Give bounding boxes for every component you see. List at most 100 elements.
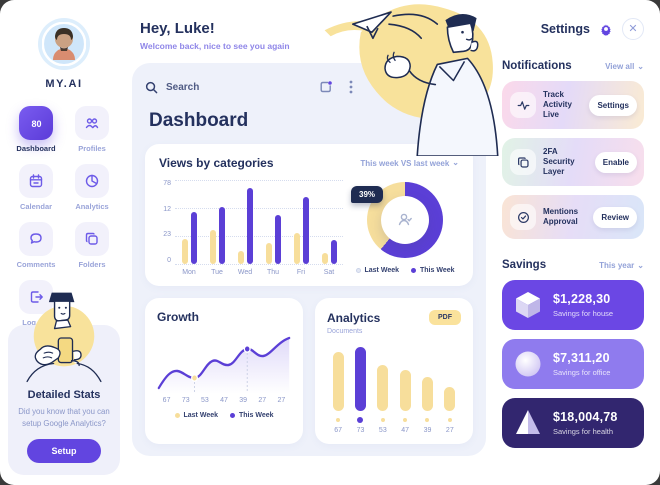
notification-settings-button[interactable]: Settings — [589, 94, 637, 116]
savings-title: Savings — [502, 259, 547, 271]
y-tick: 23 — [163, 231, 171, 239]
legend-label: Last Week — [183, 412, 219, 419]
analytics-bar — [421, 377, 433, 411]
detailed-stats-card: Detailed Stats Did you know that you can… — [8, 292, 120, 475]
views-bar-last-week — [237, 250, 244, 264]
main-content: Hey, Luke! Welcome back, nice to see you… — [128, 0, 499, 485]
cube-icon — [516, 292, 540, 318]
notifications-header: Notifications View all ⌄ — [502, 60, 644, 72]
views-bar-this-week — [330, 240, 337, 264]
analytics-dots — [327, 417, 461, 423]
x-tick: 39 — [239, 397, 248, 404]
kebab-menu-button[interactable] — [349, 80, 353, 94]
x-tick: 27 — [258, 397, 267, 404]
brand-logo: MY.AI — [45, 78, 83, 90]
x-tick: 47 — [220, 397, 228, 404]
x-tick: 39 — [423, 427, 432, 434]
y-tick: 12 — [163, 205, 171, 213]
dashboard-panel: Dashboard Views by categories This week … — [132, 63, 486, 456]
close-button[interactable]: ✕ — [622, 18, 644, 40]
settings-gear-button[interactable] — [599, 22, 613, 36]
x-tick: 53 — [200, 397, 209, 404]
analytics-card: Analytics PDF Documents 67 73 53 47 39 27 — [315, 298, 473, 444]
growth-marker-this-week — [243, 345, 251, 353]
analytics-dot — [403, 418, 408, 422]
greeting-block: Hey, Luke! Welcome back, nice to see you… — [132, 20, 486, 51]
avatar[interactable] — [38, 18, 90, 70]
x-tick: Tue — [211, 269, 223, 276]
x-tick: 53 — [378, 427, 387, 434]
views-by-categories-card: Views by categories This week VS last we… — [145, 144, 473, 286]
views-bar-last-week — [321, 253, 328, 264]
gridline — [175, 180, 343, 181]
donut-chart: 39% — [351, 182, 443, 258]
x-tick: 67 — [162, 397, 171, 404]
sidebar-item-calendar[interactable]: Calendar — [12, 164, 60, 211]
sidebar-item-label: Log out — [22, 318, 50, 327]
sidebar-item-profiles[interactable]: Profiles — [68, 106, 116, 153]
pdf-button[interactable]: PDF — [429, 310, 461, 325]
export-icon — [320, 81, 332, 93]
analytics-x-labels: 67 73 53 47 39 27 — [327, 427, 461, 434]
compare-dropdown[interactable]: This week VS last week ⌄ — [360, 158, 459, 168]
calendar-icon — [19, 164, 53, 198]
legend-dot-last-week — [355, 268, 361, 273]
svg-text:80: 80 — [31, 119, 41, 129]
growth-marker-last-week — [191, 374, 199, 382]
view-all-link[interactable]: View all ⌄ — [605, 61, 644, 71]
sidebar-item-comments[interactable]: Comments — [12, 222, 60, 269]
views-bar-this-week — [246, 188, 253, 264]
check-circle-icon — [510, 204, 536, 230]
legend-dot-this-week — [411, 268, 416, 273]
activity-pulse-icon — [510, 92, 536, 118]
sidebar-item-logout[interactable]: Log out — [12, 280, 60, 327]
x-tick: Fri — [296, 269, 306, 276]
analytics-dot — [380, 418, 385, 422]
dashboard-gauge-icon: 80 — [19, 106, 53, 140]
gear-icon — [601, 24, 611, 36]
notifications-title: Notifications — [502, 60, 572, 72]
analytics-subtitle: Documents — [327, 328, 363, 335]
setup-button[interactable]: Setup — [27, 439, 101, 463]
analytics-bar — [444, 387, 456, 411]
notification-2fa-security: 2FA Security Layer Enable — [502, 138, 644, 186]
search-input[interactable] — [166, 81, 286, 93]
sidebar-item-label: Profiles — [78, 144, 106, 153]
notification-enable-button[interactable]: Enable — [594, 151, 637, 173]
views-legend: Last Week This Week — [355, 267, 455, 274]
views-card-title: Views by categories — [159, 156, 274, 170]
notification-mentions-approval: Mentions Approval Review — [502, 195, 644, 239]
sidebar-item-folders[interactable]: Folders — [68, 222, 116, 269]
views-bar-last-week — [293, 232, 300, 264]
this-year-dropdown[interactable]: This year ⌄ — [599, 260, 644, 270]
sidebar-item-dashboard[interactable]: 80 Dashboard — [12, 106, 60, 153]
x-tick: 27 — [277, 397, 286, 404]
kebab-menu-icon — [349, 80, 353, 94]
right-sidebar: Settings ✕ Notifications View all ⌄ Track… — [496, 0, 660, 485]
analytics-dot — [447, 418, 452, 422]
chat-bubble-icon — [19, 222, 53, 256]
views-bar-this-week — [274, 215, 281, 264]
donut-value-badge: 39% — [351, 186, 384, 203]
export-button[interactable] — [319, 80, 333, 94]
sidebar-item-analytics[interactable]: Analytics — [68, 164, 116, 211]
savings-card-health: $18,004,78 Savings for health — [502, 398, 644, 448]
folders-icon — [75, 222, 109, 256]
analytics-dot — [425, 418, 430, 422]
search-icon — [145, 81, 158, 93]
savings-amount: $18,004,78 — [553, 410, 618, 424]
savings-card-house: $1,228,30 Savings for house — [502, 280, 644, 330]
close-icon: ✕ — [628, 22, 638, 35]
growth-legend: Last Week This Week — [157, 412, 291, 419]
views-bar-chart: 78 12 23 0 Mon Tue Wed Thu Fri Sat — [159, 180, 343, 276]
savings-header: Savings This year ⌄ — [502, 259, 644, 271]
search-bar — [145, 77, 473, 97]
notification-track-activity: Track Activity Live Settings — [502, 81, 644, 129]
chevron-down-icon: ⌄ — [452, 158, 459, 167]
notification-review-button[interactable]: Review — [593, 206, 637, 228]
views-y-axis: 78 12 23 0 — [159, 180, 175, 264]
legend-label: This Week — [239, 412, 274, 419]
gridline — [175, 235, 343, 237]
analytics-dot — [336, 418, 341, 422]
savings-caption: Savings for house — [553, 309, 614, 318]
